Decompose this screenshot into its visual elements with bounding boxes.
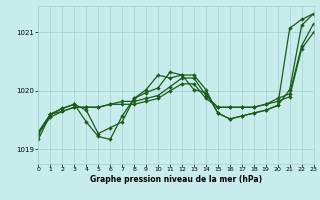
- X-axis label: Graphe pression niveau de la mer (hPa): Graphe pression niveau de la mer (hPa): [90, 175, 262, 184]
